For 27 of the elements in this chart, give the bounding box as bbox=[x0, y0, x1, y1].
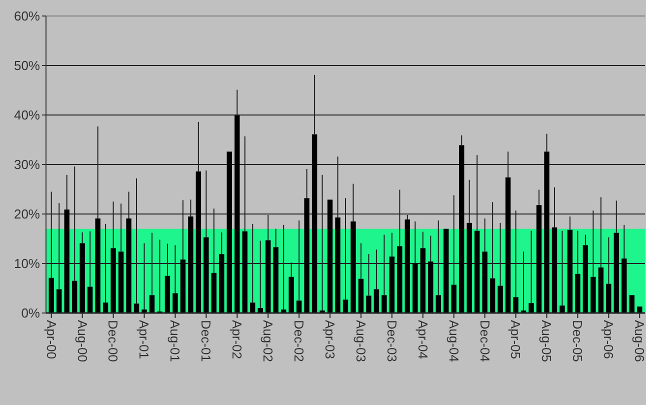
x-tick-label: Apr-03 bbox=[322, 320, 338, 360]
x-tick-label: Apr-06 bbox=[601, 320, 616, 360]
x-tick-label: Apr-01 bbox=[136, 320, 152, 360]
y-tick-label: 10% bbox=[14, 256, 40, 272]
y-tick-label: 40% bbox=[14, 108, 40, 123]
y-tick-label: 50% bbox=[14, 58, 40, 74]
x-tick-label: Dec-05 bbox=[570, 320, 586, 362]
x-tick-label: Aug-04 bbox=[446, 320, 462, 362]
x-tick-label: Apr-00 bbox=[44, 320, 59, 360]
x-tick-label: Aug-03 bbox=[353, 320, 368, 362]
x-tick-label: Apr-04 bbox=[415, 320, 430, 360]
x-tick-label: Dec-04 bbox=[477, 320, 492, 362]
x-tick-label: Aug-06 bbox=[632, 320, 646, 362]
x-tick-label: Aug-01 bbox=[168, 320, 183, 362]
x-tick-label: Dec-02 bbox=[292, 320, 307, 362]
x-tick-label: Aug-05 bbox=[539, 320, 554, 362]
y-tick-label: 30% bbox=[14, 157, 40, 172]
x-tick-label: Apr-02 bbox=[230, 320, 245, 360]
x-tick-label: Aug-02 bbox=[260, 320, 276, 362]
y-tick-label: 0% bbox=[21, 306, 40, 321]
x-tick-label: Aug-00 bbox=[74, 320, 90, 362]
x-tick-label: Dec-01 bbox=[198, 320, 214, 362]
y-tick-label: 60% bbox=[14, 8, 40, 24]
y-tick-label: 20% bbox=[14, 206, 40, 222]
x-tick-label: Dec-03 bbox=[384, 320, 400, 362]
x-tick-label: Dec-00 bbox=[106, 320, 121, 362]
x-tick-label: Apr-05 bbox=[508, 320, 524, 360]
